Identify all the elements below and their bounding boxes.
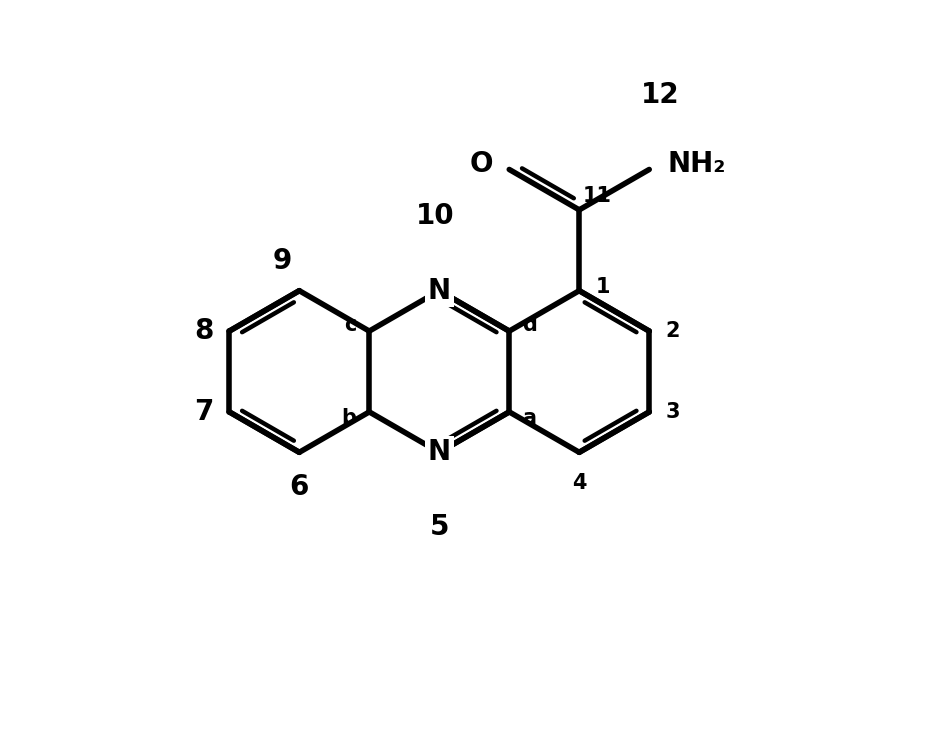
Text: 6: 6	[289, 473, 309, 501]
Text: N: N	[427, 276, 451, 305]
Text: 8: 8	[194, 317, 213, 345]
Text: 3: 3	[665, 402, 680, 422]
Text: c: c	[344, 315, 356, 335]
Text: N: N	[427, 438, 451, 467]
Text: NH₂: NH₂	[667, 149, 726, 178]
Text: 5: 5	[429, 513, 449, 541]
Text: 11: 11	[583, 186, 612, 207]
Text: 12: 12	[641, 81, 680, 109]
Text: d: d	[523, 315, 537, 335]
Text: O: O	[469, 149, 493, 178]
Text: 2: 2	[665, 321, 680, 341]
Text: 1: 1	[595, 277, 610, 297]
Text: 4: 4	[572, 473, 586, 493]
Text: 7: 7	[194, 398, 213, 426]
Text: a: a	[523, 408, 537, 428]
Text: 9: 9	[272, 247, 292, 274]
Text: 10: 10	[416, 202, 455, 230]
Text: b: b	[341, 408, 356, 428]
